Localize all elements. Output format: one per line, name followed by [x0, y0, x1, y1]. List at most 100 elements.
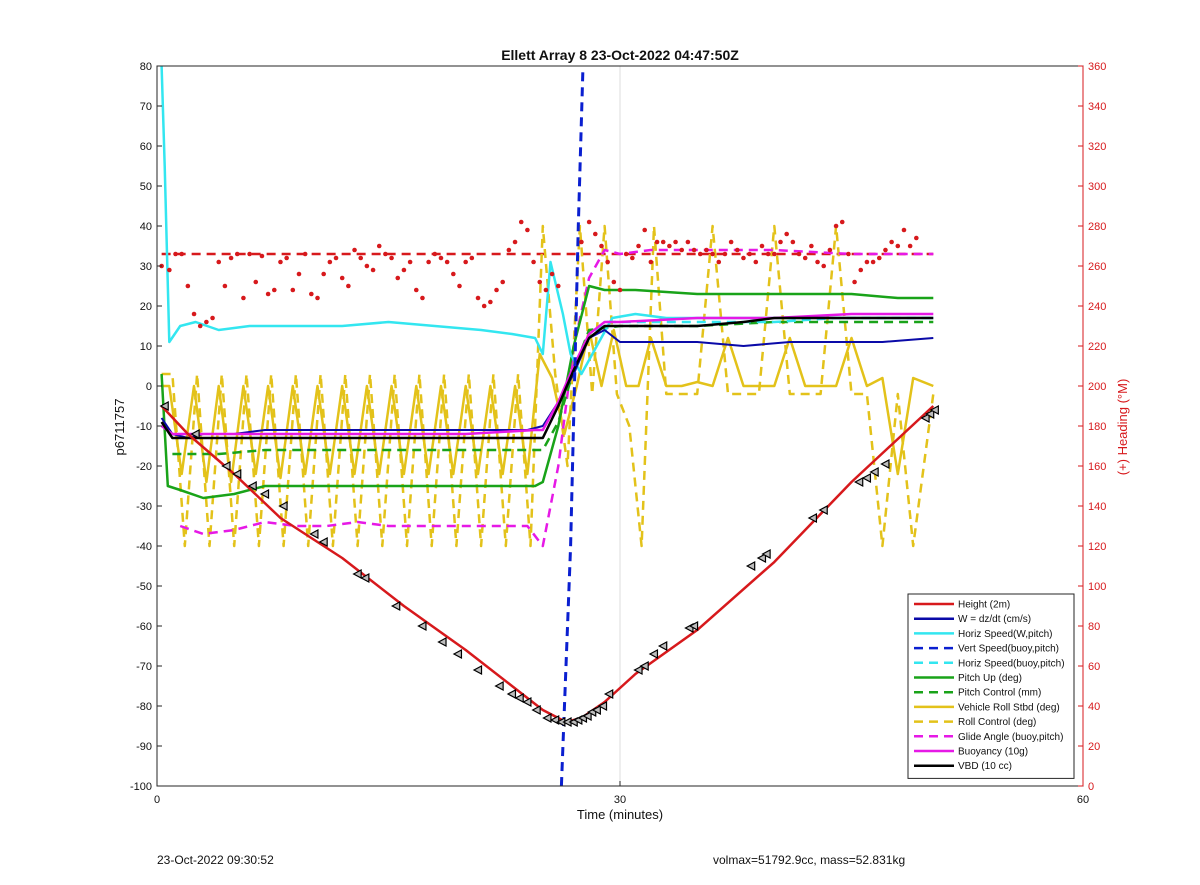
heading-point: [889, 239, 894, 245]
heading-point: [531, 259, 536, 265]
heading-point: [815, 259, 820, 265]
legend-label: Vert Speed(buoy,pitch): [958, 644, 1059, 655]
vbd-marker: [278, 501, 288, 511]
heading-point: [290, 287, 296, 293]
vbd-marker: [259, 489, 270, 499]
vbd-marker: [522, 697, 532, 707]
heading-point: [914, 235, 919, 241]
legend-label: VBD (10 cc): [958, 761, 1012, 772]
heading-point: [197, 323, 203, 329]
y-tick-label: -50: [136, 581, 152, 593]
series-line: [160, 405, 935, 724]
heading-point: [420, 295, 425, 301]
vbd-marker: [309, 529, 319, 539]
legend-label: Buoyancy (10g): [958, 747, 1028, 758]
plot-series: [159, 66, 939, 786]
y2-tick-label: 320: [1088, 141, 1106, 153]
series-line: [160, 312, 934, 436]
heading-point: [852, 279, 857, 285]
heading-point: [383, 251, 388, 257]
heading-point: [907, 243, 913, 249]
heading-point: [185, 283, 191, 289]
series-line: [160, 66, 934, 376]
heading-point: [309, 291, 314, 297]
vbd-marker: [639, 661, 649, 671]
heading-point: [833, 223, 839, 229]
vbd-marker: [352, 569, 362, 579]
heading-point: [339, 275, 345, 281]
y2-tick-label: 80: [1088, 621, 1100, 633]
heading-point: [593, 231, 598, 237]
vbd-marker: [761, 549, 771, 559]
heading-point: [296, 271, 302, 277]
vbd-marker: [247, 481, 257, 491]
heading-point: [839, 219, 845, 225]
vbd-marker: [756, 553, 767, 563]
y2-tick-label: 120: [1088, 541, 1106, 553]
x-tick-label: 0: [154, 794, 160, 806]
y-tick-label: 0: [146, 381, 152, 393]
heading-point: [864, 259, 870, 265]
heading-point: [704, 247, 709, 253]
footer-timestamp: 23-Oct-2022 09:30:52: [157, 853, 274, 867]
heading-point: [271, 287, 277, 293]
heading-point: [241, 295, 246, 301]
heading-point: [525, 227, 530, 233]
vbd-marker: [633, 665, 643, 675]
heading-point: [179, 251, 184, 257]
series-line: [172, 320, 934, 456]
y-axis-label: p6711757: [112, 399, 127, 456]
heading-point: [759, 243, 765, 249]
vbd-marker: [417, 621, 427, 631]
heading-point: [376, 243, 382, 249]
series-line: [160, 316, 934, 440]
heading-point: [364, 263, 370, 269]
heading-point: [512, 239, 518, 245]
heading-point: [802, 255, 808, 261]
y2-tick-label: 40: [1088, 701, 1100, 713]
vbd-marker: [494, 681, 504, 691]
y-tick-label: -30: [136, 501, 152, 513]
y-tick-label: -20: [136, 461, 152, 473]
heading-point: [475, 295, 481, 301]
heading-point: [407, 259, 413, 265]
vbd-marker: [390, 601, 401, 611]
heading-point: [654, 239, 660, 245]
y-tick-label: -40: [136, 541, 152, 553]
plot-area: [159, 66, 939, 786]
heading-point: [599, 243, 604, 249]
y-tick-label: 50: [140, 181, 152, 193]
vbd-marker: [472, 665, 483, 675]
vbd-marker: [861, 473, 872, 483]
y2-tick-label: 240: [1088, 301, 1106, 313]
heading-point: [333, 255, 339, 261]
vbd-marker: [924, 409, 935, 419]
heading-point: [846, 251, 851, 257]
y2-tick-label: 340: [1088, 101, 1106, 113]
heading-point: [648, 259, 654, 265]
vbd-marker: [880, 459, 890, 469]
heading-point: [809, 243, 814, 249]
vbd-marker: [190, 429, 200, 439]
y2-tick-label: 360: [1088, 61, 1106, 73]
y2-tick-label: 180: [1088, 421, 1106, 433]
heading-point: [679, 247, 685, 253]
heading-point: [253, 279, 259, 285]
x-tick-label: 30: [614, 794, 626, 806]
vbd-marker: [869, 467, 879, 477]
heading-point: [605, 259, 610, 265]
heading-point: [302, 251, 308, 257]
y-tick-label: -70: [136, 661, 152, 673]
vbd-marker: [657, 641, 668, 651]
heading-point: [488, 299, 493, 305]
heading-point: [667, 243, 672, 249]
heading-point: [426, 259, 431, 265]
heading-point: [506, 247, 512, 253]
vbd-marker: [231, 469, 242, 479]
y-tick-label: 70: [140, 101, 152, 113]
heading-point: [259, 253, 265, 259]
heading-point: [876, 255, 882, 261]
y2-tick-label: 260: [1088, 261, 1106, 273]
y-tick-label: 10: [140, 341, 152, 353]
vbd-marker: [318, 537, 328, 547]
